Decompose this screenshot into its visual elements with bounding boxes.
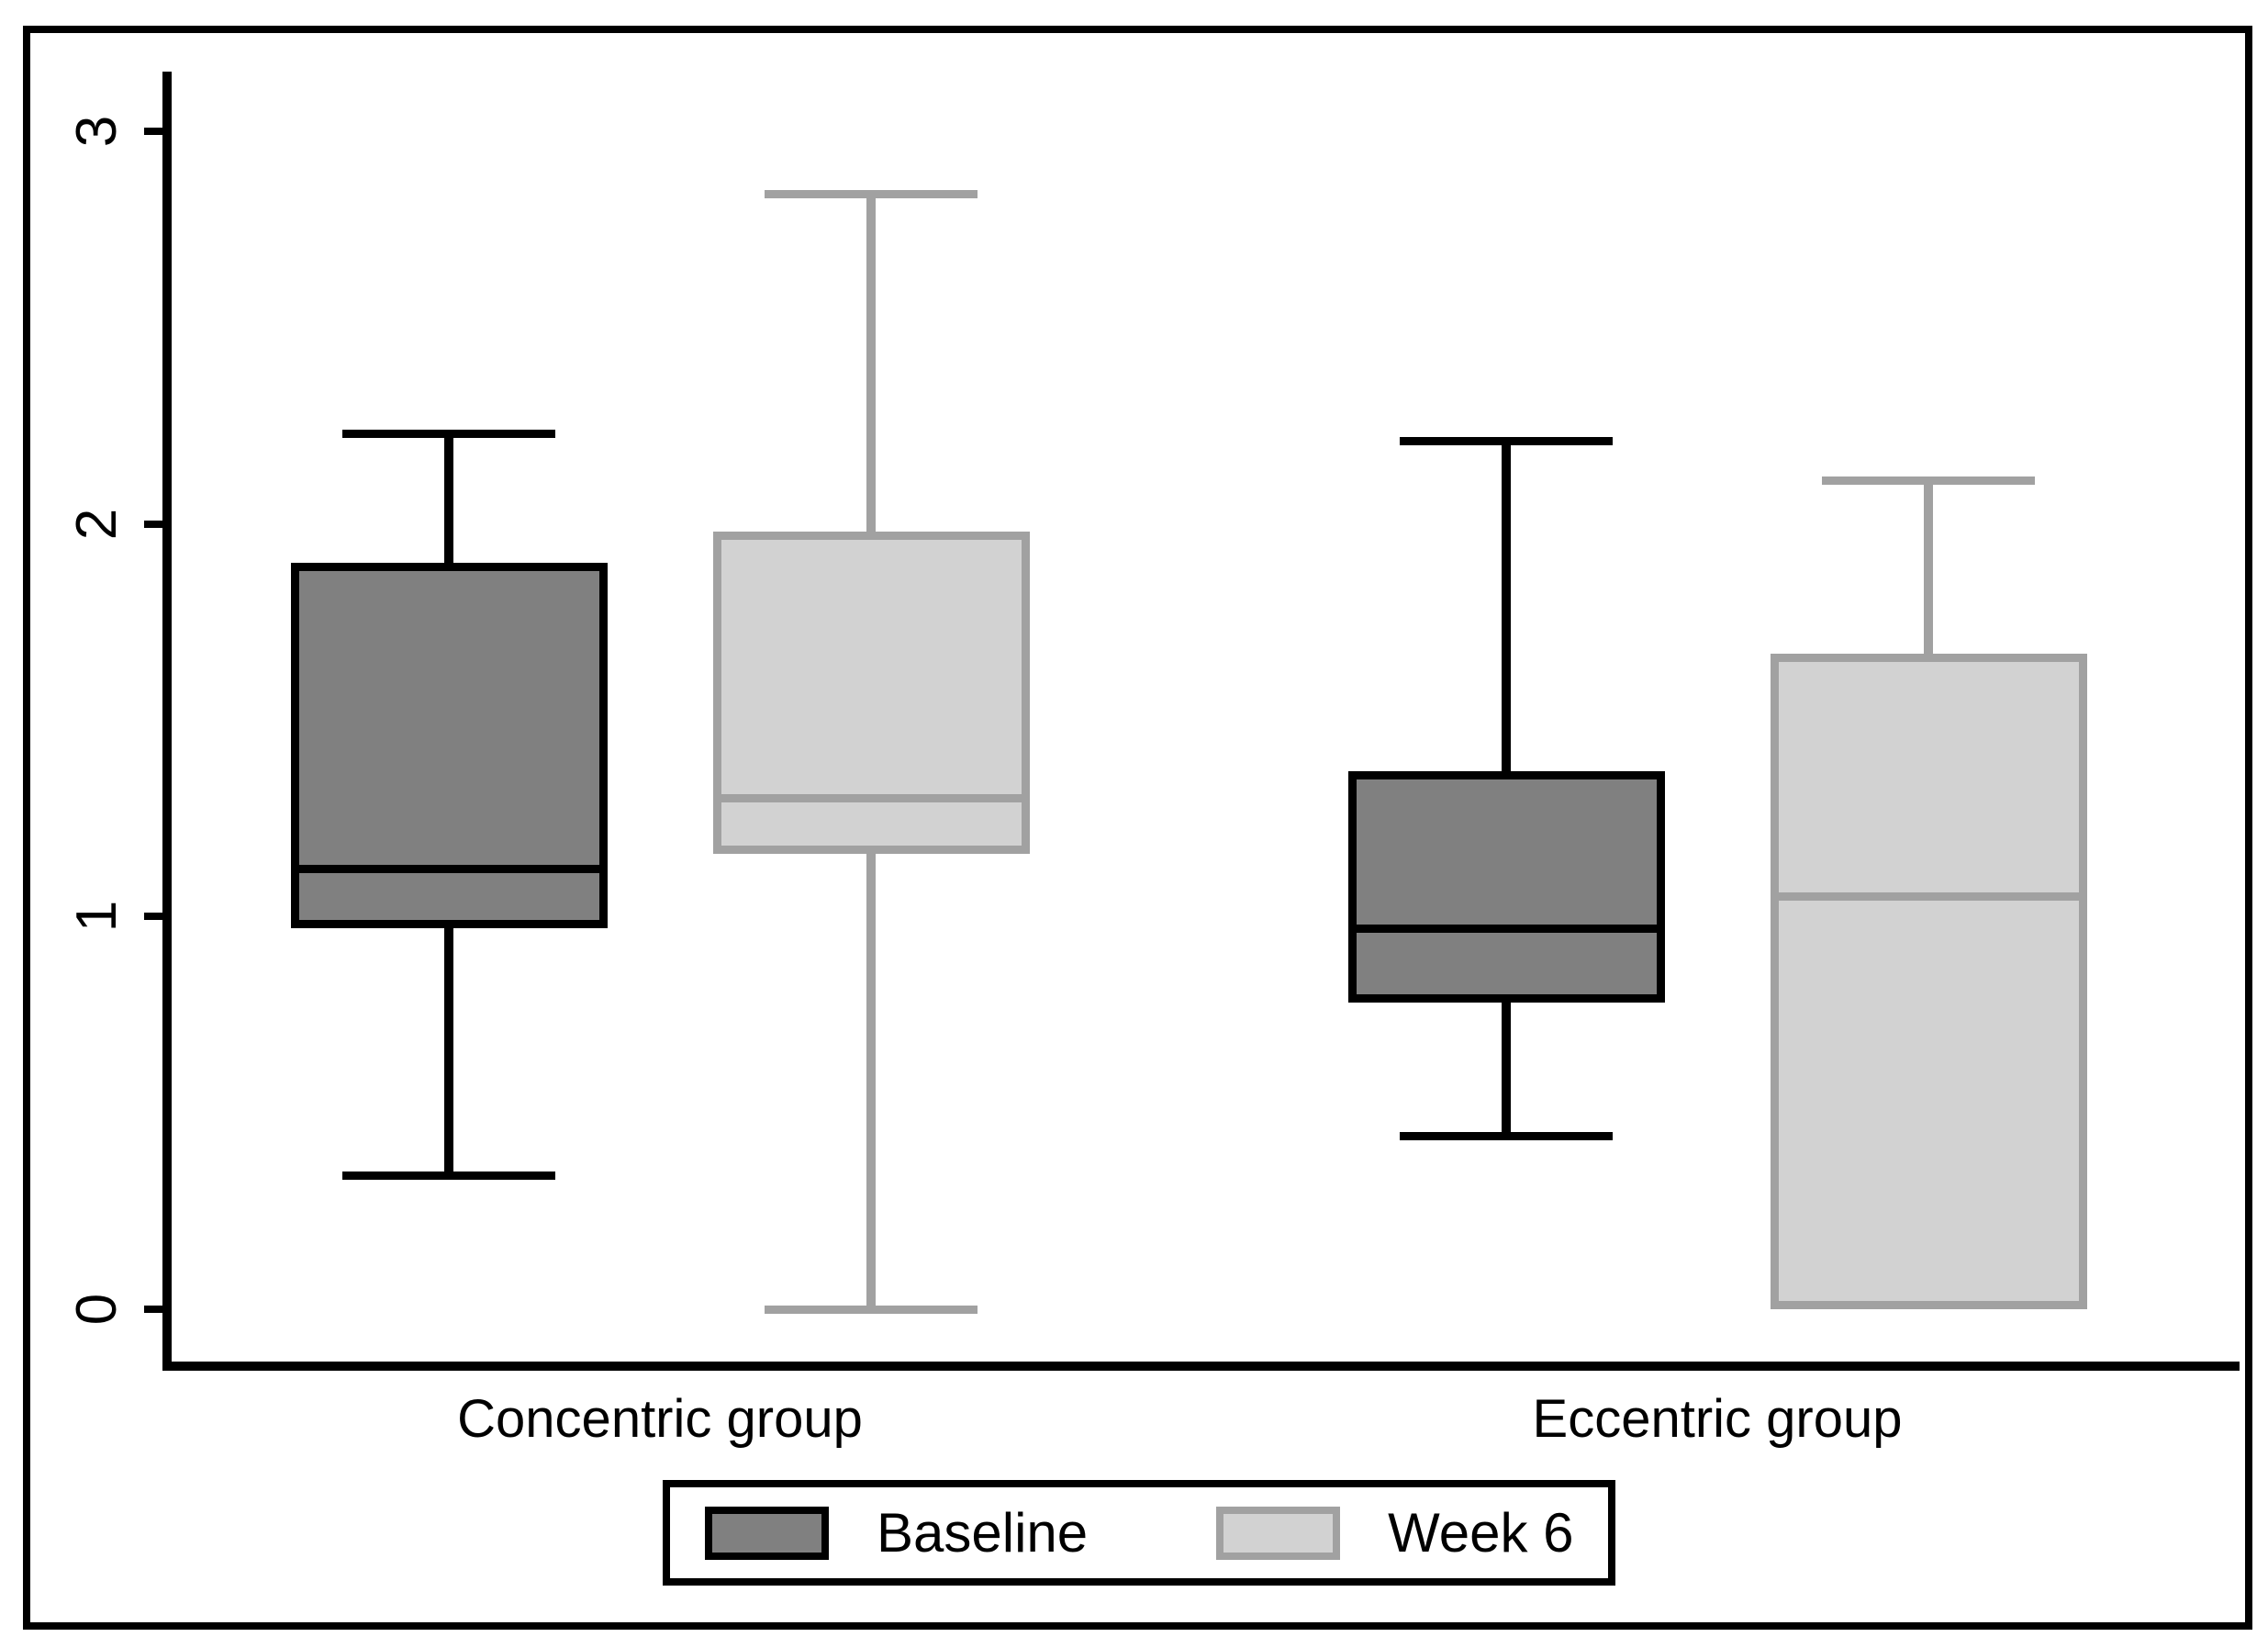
lower-whisker-line <box>444 928 453 1176</box>
y-axis-tick-label: 2 <box>65 508 128 540</box>
x-category-label: Eccentric group <box>1532 1389 1903 1449</box>
box-baseline-eccentric <box>1347 771 1665 1003</box>
upper-whisker-cap <box>1822 476 2035 486</box>
median-line <box>1778 892 2079 902</box>
median-line <box>721 794 1022 803</box>
y-axis-tick <box>144 127 162 135</box>
box-week6-eccentric <box>1770 653 2087 1309</box>
lower-whisker-cap <box>765 1305 978 1314</box>
upper-whisker-line <box>866 194 876 533</box>
legend-swatch-baseline <box>705 1506 829 1560</box>
legend-entry: Baseline <box>705 1501 1089 1564</box>
median-line <box>1356 924 1657 933</box>
y-axis-tick <box>144 913 162 921</box>
y-axis-tick-label: 0 <box>65 1293 128 1326</box>
y-axis-tick <box>144 520 162 528</box>
legend-label: Week 6 <box>1388 1501 1574 1564</box>
lower-whisker-cap <box>1400 1132 1613 1141</box>
lower-whisker-line <box>866 853 876 1309</box>
legend-swatch-week6 <box>1216 1506 1341 1560</box>
x-axis-line <box>162 1362 2240 1371</box>
upper-whisker-cap <box>1400 437 1613 446</box>
upper-whisker-cap <box>765 189 978 198</box>
x-category-label: Concentric group <box>457 1389 863 1449</box>
lower-whisker-cap <box>342 1172 555 1181</box>
legend-entry: Week 6 <box>1216 1501 1574 1564</box>
box-week6-concentric <box>712 532 1030 854</box>
median-line <box>298 865 599 874</box>
y-axis-line <box>162 72 172 1371</box>
legend-label: Baseline <box>877 1501 1089 1564</box>
upper-whisker-line <box>1924 480 1933 654</box>
upper-whisker-line <box>444 433 453 564</box>
y-axis-tick-label: 1 <box>65 901 128 933</box>
y-axis-tick <box>144 1306 162 1313</box>
y-axis-tick-label: 3 <box>65 115 128 148</box>
upper-whisker-line <box>1502 441 1511 772</box>
legend: Baseline Week 6 <box>663 1480 1616 1586</box>
upper-whisker-cap <box>342 429 555 438</box>
lower-whisker-line <box>1502 1003 1511 1137</box>
